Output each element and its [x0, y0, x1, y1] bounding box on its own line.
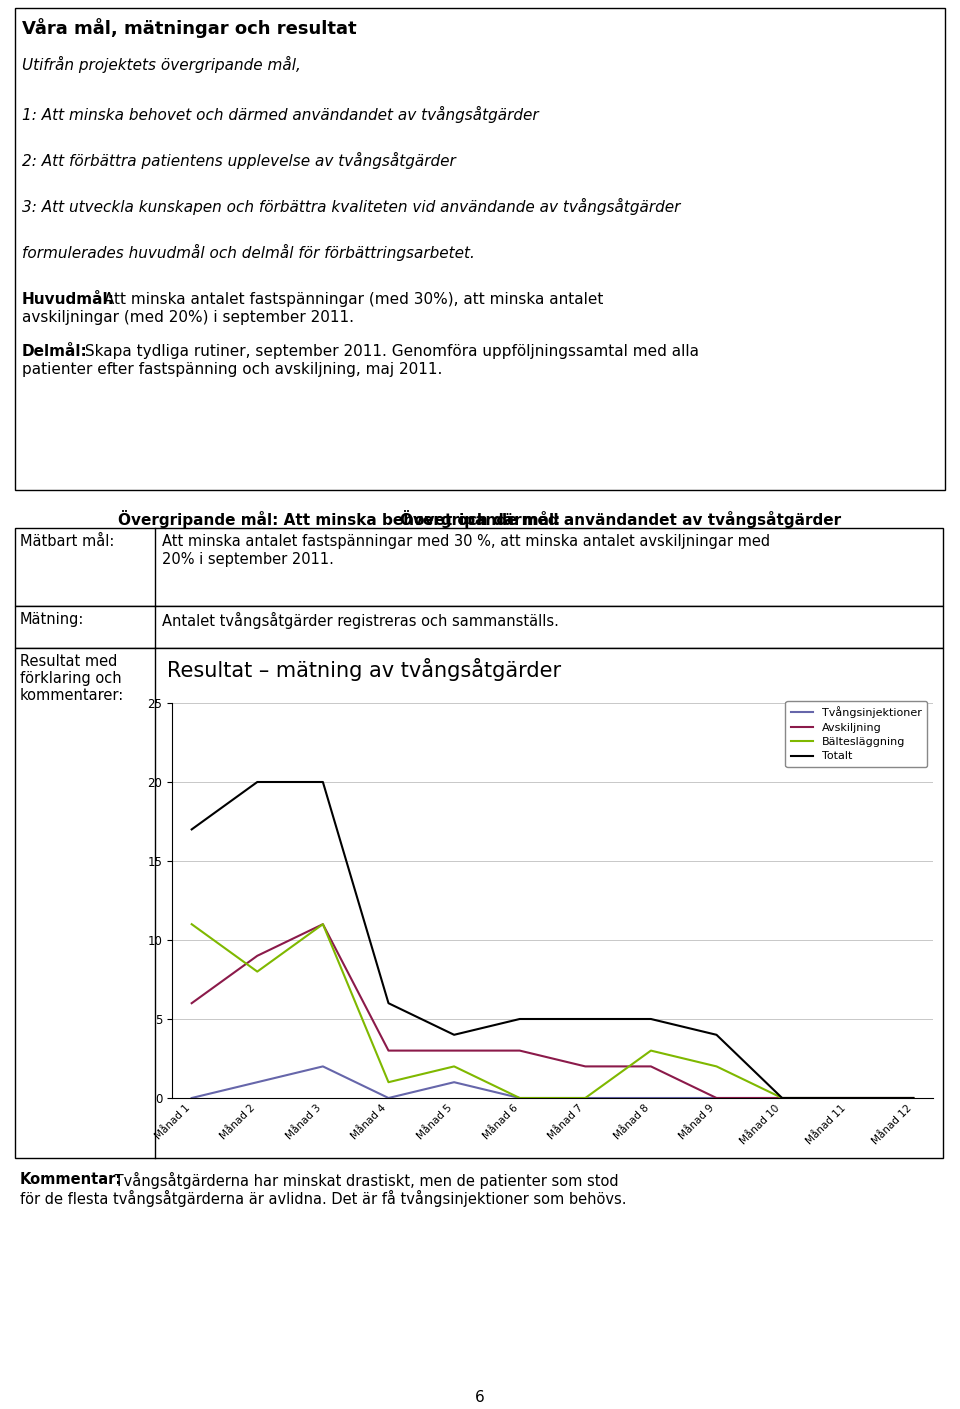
Bältesläggning — [448, 1058, 460, 1075]
Tvångsinjektioner — [645, 1089, 657, 1106]
Text: 3: Att utveckla kunskapen och förbättra kvaliteten vid användande av tvångsåtgär: 3: Att utveckla kunskapen och förbättra … — [22, 199, 681, 216]
Bar — [15, 606, 943, 648]
Avskiljning — [448, 1043, 460, 1060]
Text: Tvångsåtgärderna har minskat drastiskt, men de patienter som stod: Tvångsåtgärderna har minskat drastiskt, … — [110, 1172, 618, 1189]
Text: formulerades huvudmål och delmål för förbättringsarbetet.: formulerades huvudmål och delmål för för… — [22, 244, 475, 261]
Bältesläggning — [842, 1089, 853, 1106]
Bältesläggning — [710, 1058, 722, 1075]
Bältesläggning — [580, 1089, 591, 1106]
Avskiljning — [252, 947, 263, 964]
Tvångsinjektioner — [514, 1089, 525, 1106]
Text: 2: Att förbättra patientens upplevelse av tvångsåtgärder: 2: Att förbättra patientens upplevelse a… — [22, 152, 456, 169]
Bältesläggning — [514, 1089, 525, 1106]
Text: patienter efter fastspänning och avskiljning, maj 2011.: patienter efter fastspänning och avskilj… — [22, 362, 443, 378]
Text: Skapa tydliga rutiner, september 2011. Genomföra uppföljningssamtal med alla: Skapa tydliga rutiner, september 2011. G… — [80, 344, 699, 359]
Bältesläggning — [317, 916, 328, 933]
Totalt — [645, 1010, 657, 1027]
Avskiljning — [907, 1089, 919, 1106]
Line: Avskiljning: Avskiljning — [192, 924, 913, 1098]
Totalt — [777, 1089, 788, 1106]
Tvångsinjektioner — [710, 1089, 722, 1106]
Totalt — [514, 1010, 525, 1027]
Avskiljning — [186, 995, 198, 1012]
Totalt — [580, 1010, 591, 1027]
Totalt — [448, 1026, 460, 1043]
Text: Mätning:: Mätning: — [20, 612, 84, 627]
Text: Övergripande mål:: Övergripande mål: — [399, 510, 561, 528]
Bältesläggning — [383, 1074, 395, 1091]
Tvångsinjektioner — [252, 1074, 263, 1091]
Bältesläggning — [252, 964, 263, 981]
Avskiljning — [777, 1089, 788, 1106]
Totalt — [252, 774, 263, 790]
Line: Bältesläggning: Bältesläggning — [192, 924, 913, 1098]
Avskiljning — [842, 1089, 853, 1106]
Bältesläggning — [186, 916, 198, 933]
Text: Resultat – mätning av tvångsåtgärder: Resultat – mätning av tvångsåtgärder — [167, 658, 562, 681]
Tvångsinjektioner — [448, 1074, 460, 1091]
Text: Utifrån projektets övergripande mål,: Utifrån projektets övergripande mål, — [22, 56, 300, 73]
Text: förklaring och: förklaring och — [20, 671, 122, 686]
Text: Kommentar:: Kommentar: — [20, 1172, 122, 1186]
Text: kommentarer:: kommentarer: — [20, 688, 124, 703]
Bar — [15, 528, 943, 606]
Line: Totalt: Totalt — [192, 782, 913, 1098]
Totalt — [907, 1089, 919, 1106]
Bältesläggning — [645, 1043, 657, 1060]
Text: Delmål:: Delmål: — [22, 344, 87, 359]
Bar — [15, 8, 945, 490]
Text: Mätbart mål:: Mätbart mål: — [20, 534, 114, 550]
Text: Övergripande mål: Att minska behovet och därmed användandet av tvångsåtgärder: Övergripande mål: Att minska behovet och… — [118, 510, 842, 528]
Bältesläggning — [907, 1089, 919, 1106]
Text: 1: Att minska behovet och därmed användandet av tvångsåtgärder: 1: Att minska behovet och därmed använda… — [22, 106, 539, 123]
Tvångsinjektioner — [186, 1089, 198, 1106]
Text: Huvudmål:: Huvudmål: — [22, 292, 115, 307]
Avskiljning — [317, 916, 328, 933]
Avskiljning — [580, 1058, 591, 1075]
Totalt — [317, 774, 328, 790]
Tvångsinjektioner — [907, 1089, 919, 1106]
Totalt — [842, 1089, 853, 1106]
Tvångsinjektioner — [383, 1089, 395, 1106]
Totalt — [710, 1026, 722, 1043]
Text: för de flesta tvångsåtgärderna är avlidna. Det är få tvångsinjektioner som behöv: för de flesta tvångsåtgärderna är avlidn… — [20, 1191, 627, 1208]
Bar — [15, 648, 943, 1158]
Tvångsinjektioner — [580, 1089, 591, 1106]
Text: Att minska antalet fastspänningar (med 30%), att minska antalet: Att minska antalet fastspänningar (med 3… — [99, 292, 604, 307]
Avskiljning — [645, 1058, 657, 1075]
Text: 6: 6 — [475, 1391, 485, 1405]
Avskiljning — [383, 1043, 395, 1060]
Totalt — [186, 821, 198, 838]
Avskiljning — [514, 1043, 525, 1060]
Text: Resultat med: Resultat med — [20, 654, 117, 669]
Tvångsinjektioner — [777, 1089, 788, 1106]
Text: Att minska antalet fastspänningar med 30 %, att minska antalet avskiljningar med: Att minska antalet fastspänningar med 30… — [162, 534, 770, 550]
Text: avskiljningar (med 20%) i september 2011.: avskiljningar (med 20%) i september 2011… — [22, 310, 354, 325]
Text: Antalet tvångsåtgärder registreras och sammanställs.: Antalet tvångsåtgärder registreras och s… — [162, 612, 559, 628]
Avskiljning — [710, 1089, 722, 1106]
Text: Våra mål, mätningar och resultat: Våra mål, mätningar och resultat — [22, 18, 356, 38]
Totalt — [383, 995, 395, 1012]
Tvångsinjektioner — [317, 1058, 328, 1075]
Text: 20% i september 2011.: 20% i september 2011. — [162, 552, 334, 566]
Tvångsinjektioner — [842, 1089, 853, 1106]
Legend: Tvångsinjektioner, Avskiljning, Bältesläggning, Totalt: Tvångsinjektioner, Avskiljning, Bälteslä… — [785, 700, 927, 766]
Line: Tvångsinjektioner: Tvångsinjektioner — [192, 1067, 913, 1098]
Bältesläggning — [777, 1089, 788, 1106]
